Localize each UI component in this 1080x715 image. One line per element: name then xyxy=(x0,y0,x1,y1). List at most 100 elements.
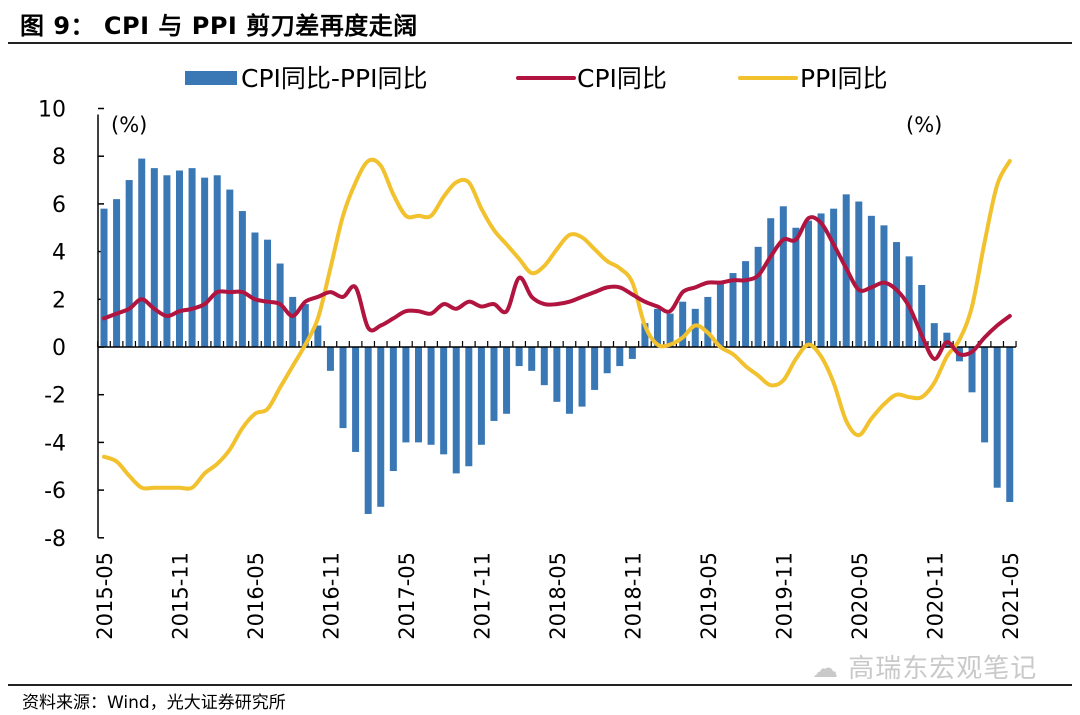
y-tick-label: -6 xyxy=(44,479,66,504)
legend-label-cpi: CPI同比 xyxy=(577,64,667,93)
bar xyxy=(389,347,397,472)
bar xyxy=(654,308,662,347)
bar xyxy=(477,347,485,445)
bar xyxy=(339,347,347,429)
bar xyxy=(113,199,121,347)
bar xyxy=(188,168,196,347)
bar-series xyxy=(100,158,1014,514)
bar xyxy=(855,201,863,347)
bar xyxy=(364,347,372,514)
figure-title: 图 9： CPI 与 PPI 剪刀差再度走阔 xyxy=(20,12,418,40)
title-divider xyxy=(8,42,1072,44)
bar xyxy=(981,347,989,443)
y-tick-label: 6 xyxy=(52,193,66,218)
watermark: ☁ 高瑞东宏观笔记 xyxy=(812,648,1037,685)
bar xyxy=(905,256,913,347)
bar xyxy=(565,347,573,414)
bar xyxy=(880,225,888,347)
bar xyxy=(779,206,787,347)
bar xyxy=(628,347,636,359)
bar xyxy=(326,347,334,371)
y-axis: 10 8 6 4 2 0 -2 -4 -6 -8 xyxy=(38,98,104,552)
x-tick-label: 2016-05 xyxy=(244,552,268,640)
bar xyxy=(691,308,699,347)
y-tick-label: 8 xyxy=(52,145,66,170)
bar xyxy=(213,175,221,347)
bar xyxy=(427,347,435,445)
x-tick-label: 2021-05 xyxy=(999,552,1023,640)
bar xyxy=(415,347,422,443)
bar xyxy=(641,323,649,347)
bar xyxy=(754,246,762,347)
bar xyxy=(402,347,410,443)
x-tick-label: 2020-05 xyxy=(848,552,872,640)
bar xyxy=(314,325,322,347)
wechat-icon: ☁ xyxy=(812,654,839,684)
bar xyxy=(616,347,624,367)
legend-label-ppi: PPI同比 xyxy=(800,64,888,93)
bar xyxy=(930,323,938,347)
bar xyxy=(729,273,737,347)
bar xyxy=(704,296,712,347)
bar xyxy=(893,242,901,347)
x-axis-labels: 2015-05 2015-11 2016-05 2016-11 2017-05 2017-… xyxy=(93,552,1023,640)
watermark-text: 高瑞东宏观笔记 xyxy=(848,654,1038,684)
x-tick-label: 2016-11 xyxy=(319,552,343,640)
y-tick-label: 0 xyxy=(52,336,66,361)
x-tick-label: 2019-05 xyxy=(697,552,721,640)
bar xyxy=(264,239,272,347)
legend-label-spread: CPI同比-PPI同比 xyxy=(241,64,427,93)
legend: CPI同比-PPI同比 CPI同比 PPI同比 xyxy=(185,64,888,93)
bar xyxy=(553,347,561,402)
bar xyxy=(440,347,448,455)
bar xyxy=(377,347,385,507)
x-tick-label: 2020-11 xyxy=(923,552,947,640)
bar xyxy=(830,208,838,347)
bar xyxy=(226,189,234,347)
x-tick-label: 2019-11 xyxy=(772,552,796,640)
y-axis-unit-left: (%) xyxy=(111,113,147,137)
bar xyxy=(742,261,750,347)
bar xyxy=(163,175,171,347)
bar xyxy=(175,170,183,347)
y-tick-label: -4 xyxy=(44,431,66,456)
bar xyxy=(968,347,976,393)
x-tick-label: 2018-11 xyxy=(621,552,645,640)
bar xyxy=(201,177,209,347)
y-tick-label: 10 xyxy=(38,98,66,123)
x-tick-label: 2015-11 xyxy=(168,552,192,640)
footer-divider xyxy=(8,684,1072,686)
bar xyxy=(603,347,611,374)
bar xyxy=(679,301,687,347)
bar xyxy=(918,284,926,347)
bar xyxy=(515,347,523,367)
bar xyxy=(100,208,108,347)
x-tick-label: 2017-05 xyxy=(395,552,419,640)
x-tick-label: 2018-05 xyxy=(546,552,570,640)
bar xyxy=(943,332,951,347)
y-tick-label: 2 xyxy=(52,288,66,313)
y-tick-label: -8 xyxy=(44,527,66,552)
bar xyxy=(767,218,775,347)
x-tick-label: 2017-11 xyxy=(470,552,494,640)
y-axis-unit-right: (%) xyxy=(906,113,942,137)
bar xyxy=(1006,347,1014,503)
bar xyxy=(465,347,473,467)
bar xyxy=(993,347,1001,488)
bar xyxy=(867,215,875,347)
bar xyxy=(251,232,259,347)
y-tick-label: -2 xyxy=(44,384,66,409)
bar xyxy=(578,347,586,407)
bar xyxy=(125,180,133,347)
bar xyxy=(503,347,511,414)
legend-swatch-spread xyxy=(185,71,237,85)
bar xyxy=(540,347,548,386)
bar xyxy=(817,213,825,347)
x-axis xyxy=(97,341,1017,348)
source-note: 资料来源：Wind，光大证券研究所 xyxy=(22,693,286,713)
bar xyxy=(490,347,498,421)
x-tick-label: 2015-05 xyxy=(93,552,117,640)
cpi-line xyxy=(102,215,1012,361)
line-series xyxy=(102,157,1012,491)
